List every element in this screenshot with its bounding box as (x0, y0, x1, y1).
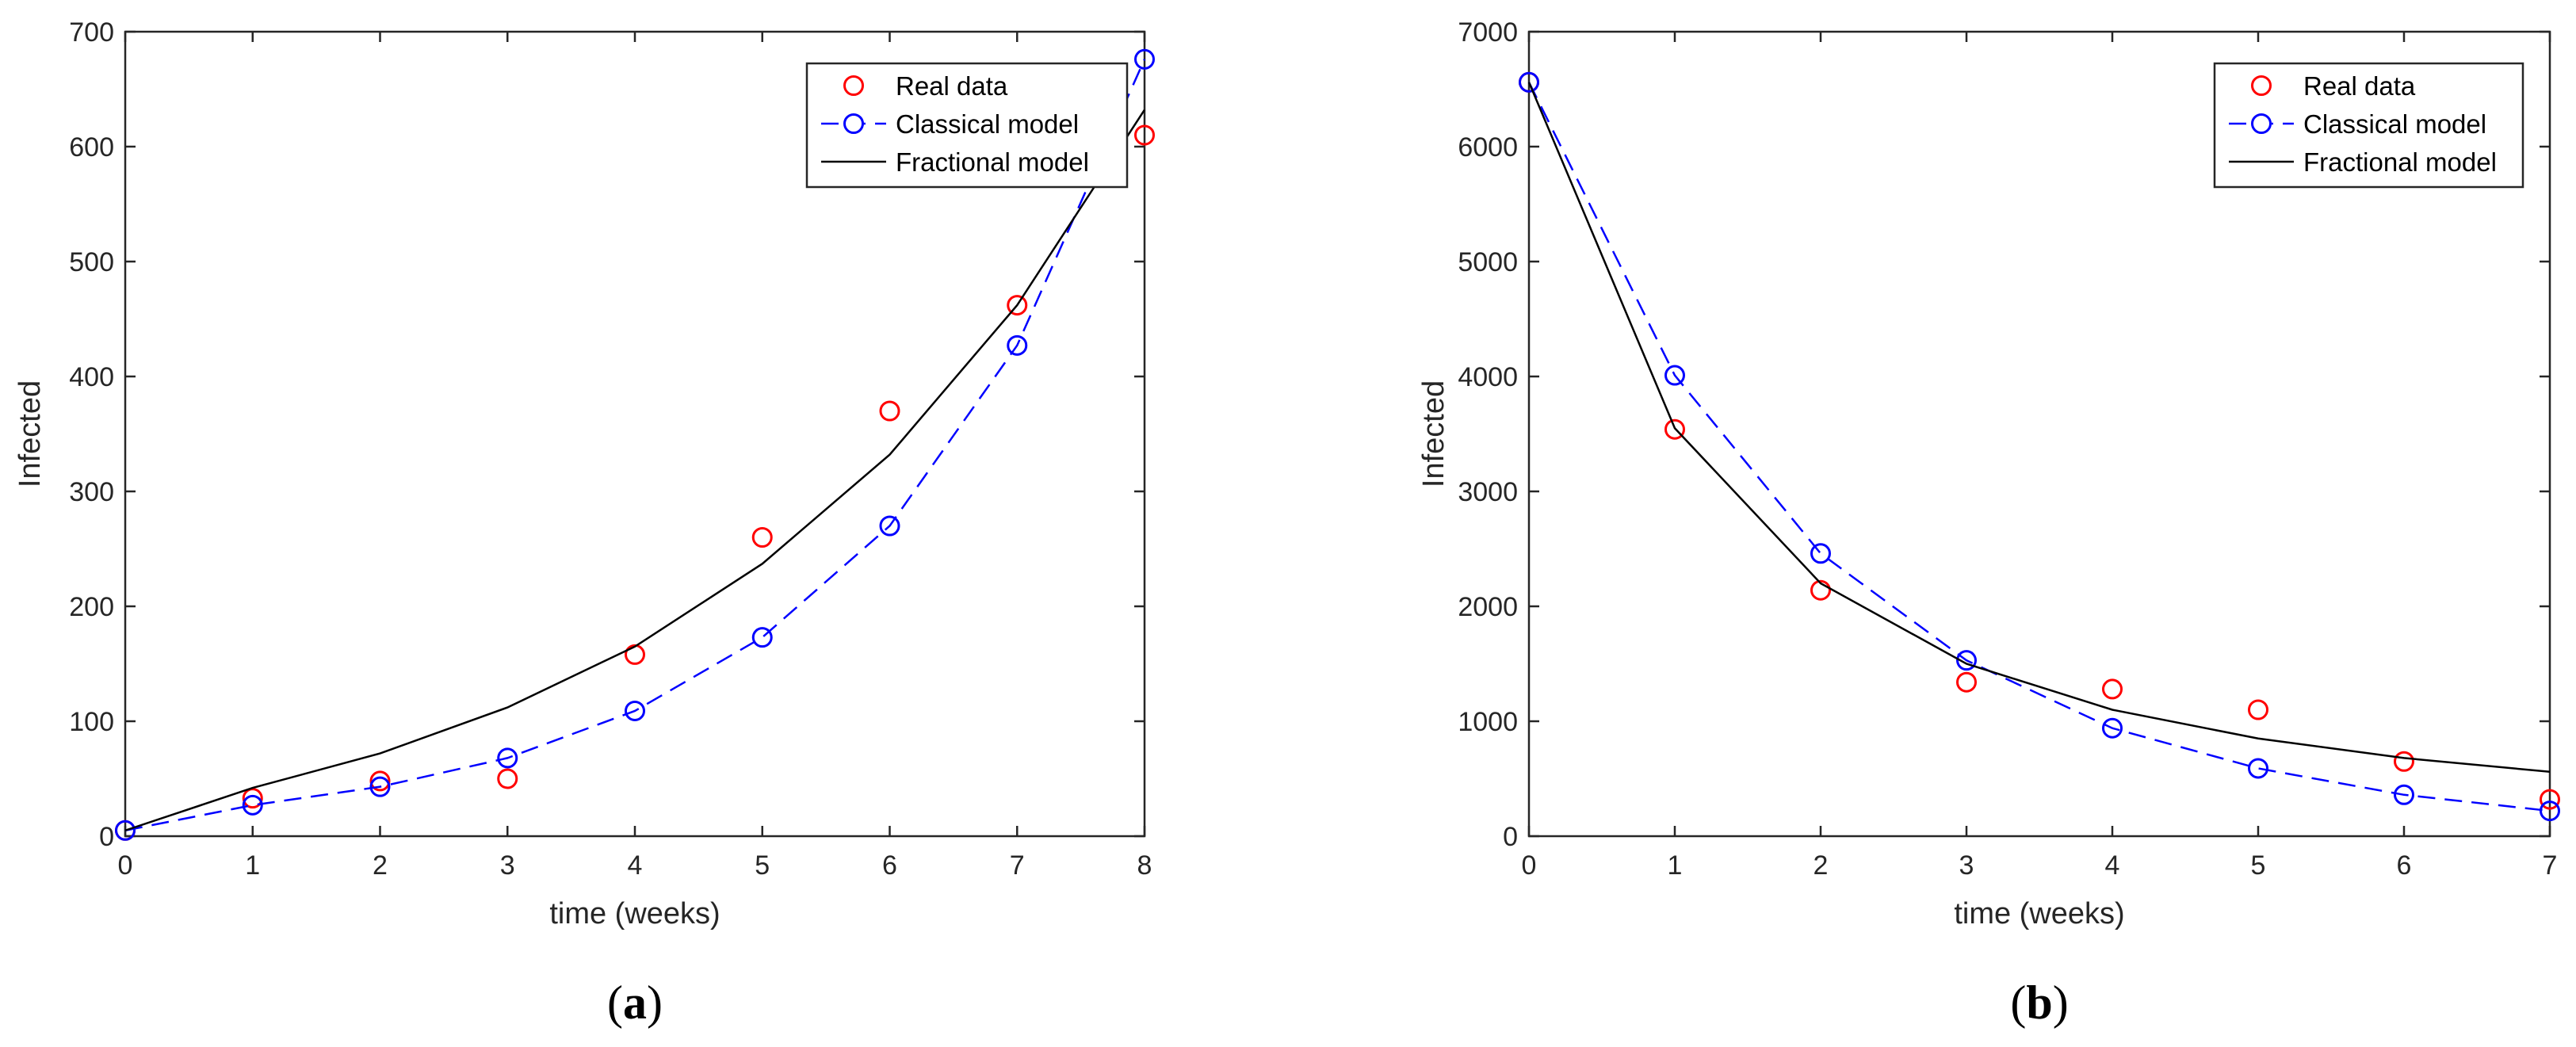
data-point-classical-model (1664, 365, 1685, 386)
data-point-real-data (1664, 418, 1685, 440)
data-point-classical-model (1956, 650, 1977, 671)
x-tick-label: 5 (755, 850, 770, 881)
data-point-real-data (1810, 579, 1831, 601)
x-tick-label: 3 (500, 850, 515, 881)
legend-label: Classical model (2303, 109, 2486, 139)
legend-marker (2251, 75, 2272, 96)
data-point-classical-model (1519, 71, 1539, 93)
data-point-real-data (369, 770, 391, 792)
x-tick-label: 6 (2397, 850, 2412, 881)
y-tick-label: 400 (69, 362, 114, 392)
series-line-classical-model (1527, 82, 2551, 812)
x-tick-label: 7 (2543, 850, 2558, 881)
x-tick-label: 2 (373, 850, 388, 881)
legend-label: Classical model (896, 109, 1079, 139)
data-point-classical-model (1007, 334, 1028, 356)
y-tick-label: 5000 (1458, 247, 1518, 277)
data-point-classical-model (242, 794, 263, 816)
data-point-real-data (2102, 678, 2123, 700)
y-tick-label: 2000 (1458, 592, 1518, 622)
x-tick-label: 4 (2105, 850, 2120, 881)
legend-marker (843, 75, 864, 96)
y-tick-label: 6000 (1458, 132, 1518, 162)
y-tick-label: 600 (69, 132, 114, 162)
y-tick-label: 300 (69, 477, 114, 507)
data-point-classical-model (2394, 784, 2414, 805)
legend-label: Real data (896, 71, 1008, 101)
data-point-classical-model (879, 515, 900, 537)
x-axis-label: time (weeks) (1954, 897, 2124, 930)
data-point-real-data (2540, 789, 2560, 810)
x-axis-label: time (weeks) (549, 897, 720, 930)
x-tick-label: 1 (245, 850, 260, 881)
data-point-real-data (879, 400, 900, 422)
data-point-classical-model (1134, 48, 1155, 70)
data-point-classical-model (751, 627, 773, 648)
y-tick-label: 1000 (1458, 707, 1518, 737)
x-tick-label: 5 (2251, 850, 2266, 881)
panel-label: (a) (607, 976, 663, 1029)
data-point-real-data (2394, 751, 2414, 772)
legend-label: Fractional model (2303, 147, 2497, 177)
y-axis-label: Infected (1417, 380, 1450, 487)
legend: Real data Classical model Fractional model (805, 62, 1129, 189)
data-point-real-data (751, 527, 773, 548)
legend: Real data Classical model Fractional model (2213, 62, 2524, 189)
legend-label: Fractional model (896, 147, 1089, 177)
y-tick-label: 700 (69, 17, 114, 48)
x-tick-label: 8 (1137, 850, 1152, 881)
data-point-classical-model (369, 776, 391, 797)
y-tick-label: 7000 (1458, 17, 1518, 48)
legend-marker (2251, 113, 2272, 134)
data-point-classical-model (2102, 717, 2123, 739)
legend-marker (843, 113, 864, 134)
data-point-classical-model (625, 700, 645, 721)
x-tick-label: 0 (1522, 850, 1537, 881)
panel-label: (b) (2010, 976, 2068, 1029)
data-point-real-data (242, 788, 263, 809)
y-tick-label: 100 (69, 707, 114, 737)
data-point-classical-model (1810, 543, 1831, 564)
data-point-classical-model (2540, 801, 2560, 822)
data-point-real-data (1956, 671, 1977, 693)
data-point-real-data (497, 768, 518, 789)
data-point-real-data (2248, 699, 2268, 720)
data-point-classical-model (497, 747, 518, 769)
x-tick-label: 1 (1668, 850, 1683, 881)
data-point-classical-model (115, 820, 136, 841)
y-axis-label: Infected (13, 380, 47, 487)
y-tick-label: 200 (69, 592, 114, 622)
y-tick-label: 500 (69, 247, 114, 277)
y-tick-label: 0 (99, 822, 114, 852)
x-tick-label: 6 (882, 850, 897, 881)
series-line-fractional-model (1527, 82, 2551, 774)
x-tick-label: 4 (628, 850, 643, 881)
chart-panel-a: 0 1 2 3 4 5 6 7 8 0 100 200 300 400 500 600 700 time (wee… (13, 17, 1155, 1029)
x-tick-label: 0 (118, 850, 133, 881)
x-tick-label: 3 (1959, 850, 1974, 881)
x-tick-label: 7 (1010, 850, 1025, 881)
series-line-fractional-model (124, 109, 1146, 831)
data-point-real-data (1134, 124, 1155, 146)
series-line-classical-model (124, 59, 1146, 831)
y-tick-label: 4000 (1458, 362, 1518, 392)
y-tick-label: 0 (1503, 822, 1518, 852)
x-tick-label: 2 (1814, 850, 1829, 881)
chart-panel-b: 0 1 2 3 4 5 6 7 0 1000 2000 3000 4000 5000 6000 7000 tim… (1417, 17, 2560, 1029)
data-point-classical-model (2248, 758, 2268, 779)
y-tick-label: 3000 (1458, 477, 1518, 507)
data-point-real-data (1007, 295, 1028, 316)
legend-label: Real data (2303, 71, 2416, 101)
